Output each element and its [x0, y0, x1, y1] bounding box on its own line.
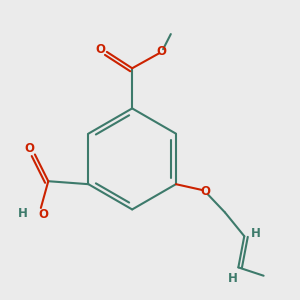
Text: O: O — [38, 208, 48, 221]
Text: O: O — [156, 45, 166, 58]
Text: O: O — [200, 185, 210, 198]
Text: H: H — [250, 227, 260, 240]
Text: O: O — [25, 142, 34, 155]
Text: H: H — [18, 207, 28, 220]
Text: H: H — [228, 272, 238, 285]
Text: O: O — [95, 43, 105, 56]
